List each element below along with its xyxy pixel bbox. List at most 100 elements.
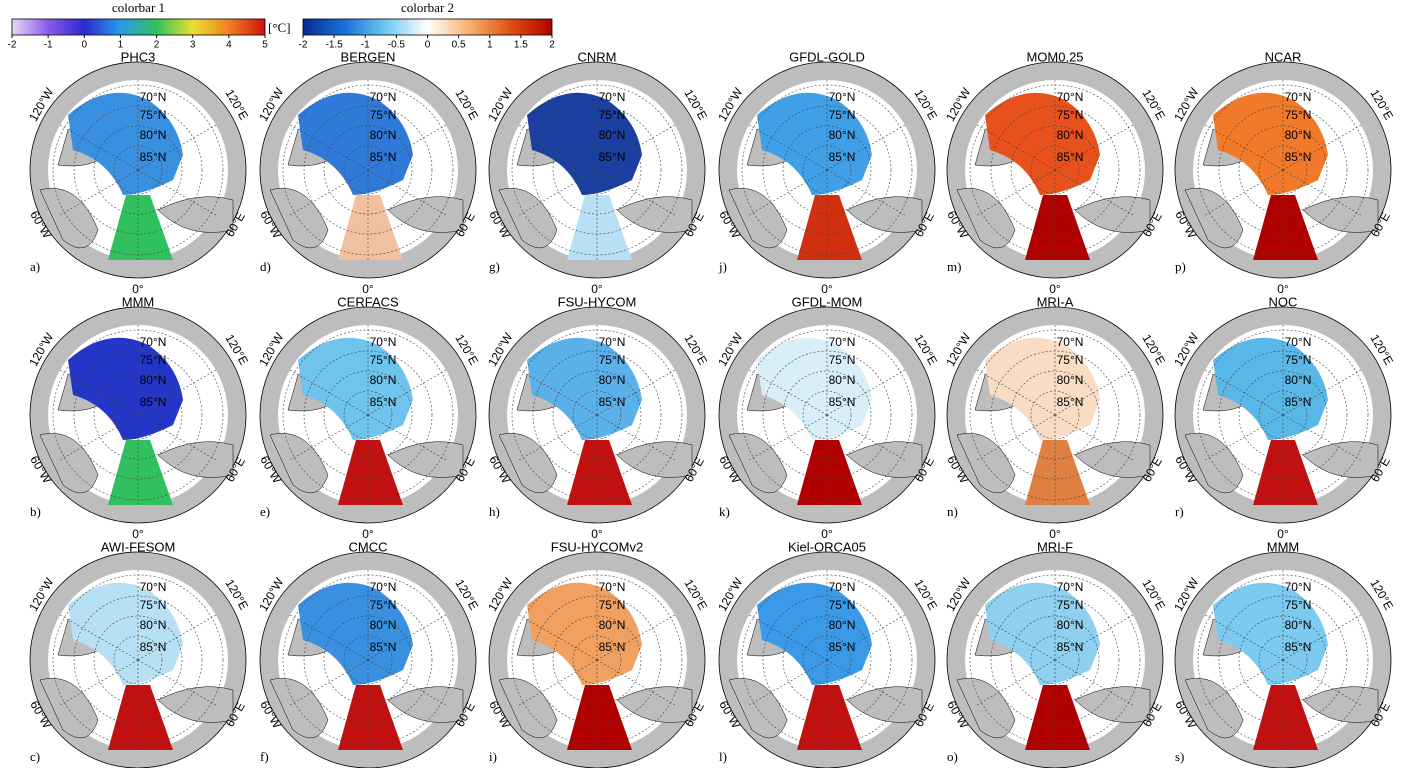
latitude-label: 75°N bbox=[1285, 598, 1312, 612]
meridian bbox=[137, 369, 217, 416]
latitude-label: 85°N bbox=[829, 395, 856, 409]
meridian bbox=[1282, 369, 1362, 416]
latitude-label: 80°N bbox=[370, 618, 397, 632]
colorbar-title: colorbar 2 bbox=[401, 0, 454, 15]
panel-title: NCAR bbox=[1265, 49, 1302, 64]
longitude-label: 0° bbox=[132, 282, 144, 296]
panel-letter: b) bbox=[30, 504, 41, 519]
colorbar-tick-label: -2 bbox=[299, 40, 308, 51]
arctic-field bbox=[985, 92, 1100, 195]
colorbar bbox=[302, 18, 553, 36]
arctic-field bbox=[298, 582, 413, 685]
latitude-label: 80°N bbox=[1057, 128, 1084, 142]
longitude-label: 0° bbox=[821, 527, 833, 541]
arctic-field bbox=[1213, 337, 1328, 440]
meridian bbox=[826, 369, 906, 416]
meridian bbox=[1282, 659, 1362, 706]
longitude-label: 0° bbox=[1277, 282, 1289, 296]
latitude-label: 75°N bbox=[829, 353, 856, 367]
colorbar-tick-label: 4 bbox=[226, 40, 232, 51]
latitude-label: 75°N bbox=[1285, 108, 1312, 122]
panel-title: Kiel-ORCA05 bbox=[788, 539, 866, 554]
arctic-field bbox=[1213, 582, 1328, 685]
meridian bbox=[289, 659, 369, 706]
panel-letter: e) bbox=[260, 504, 270, 519]
latitude-label: 70°N bbox=[370, 580, 397, 594]
latitude-label: 70°N bbox=[370, 90, 397, 104]
latitude-label: 85°N bbox=[1285, 395, 1312, 409]
latitude-label: 80°N bbox=[829, 618, 856, 632]
meridian bbox=[976, 659, 1056, 706]
arctic-field bbox=[985, 582, 1100, 685]
colorbar-tick-label: 1 bbox=[487, 40, 493, 51]
arctic-field bbox=[527, 337, 642, 440]
colorbar-tick-label: -1 bbox=[44, 40, 53, 51]
meridian bbox=[748, 124, 828, 171]
panel-title: BERGEN bbox=[341, 49, 396, 64]
panel-title: MMM bbox=[122, 294, 155, 309]
latitude-label: 85°N bbox=[1057, 150, 1084, 164]
meridian bbox=[826, 659, 906, 706]
atlantic-field bbox=[567, 685, 632, 750]
latitude-label: 80°N bbox=[1057, 373, 1084, 387]
meridian bbox=[1054, 369, 1134, 416]
panel-title: GFDL-GOLD bbox=[789, 49, 865, 64]
latitude-label: 80°N bbox=[1285, 373, 1312, 387]
meridian bbox=[596, 414, 676, 461]
arctic-field bbox=[757, 92, 872, 195]
map-panel: CMCC70°N75°N80°N85°N120°W120°E60°W60°E0°… bbox=[256, 539, 481, 768]
meridian bbox=[1054, 614, 1134, 661]
meridian bbox=[59, 169, 139, 216]
meridian bbox=[59, 414, 139, 461]
panel-letter: o) bbox=[947, 749, 958, 764]
atlantic-field bbox=[1253, 440, 1318, 505]
latitude-label: 70°N bbox=[140, 90, 167, 104]
panel-letter: i) bbox=[489, 749, 497, 764]
meridian bbox=[1054, 659, 1134, 706]
meridian bbox=[748, 169, 828, 216]
meridian bbox=[59, 124, 139, 171]
latitude-label: 80°N bbox=[1285, 128, 1312, 142]
atlantic-field bbox=[338, 440, 403, 505]
latitude-label: 85°N bbox=[370, 640, 397, 654]
panel-letter: d) bbox=[260, 259, 271, 274]
colorbar-tick-label: 1 bbox=[118, 40, 124, 51]
arctic-field bbox=[68, 92, 183, 195]
longitude-label: 0° bbox=[591, 282, 603, 296]
meridian bbox=[137, 124, 217, 171]
panel-letter: k) bbox=[719, 504, 730, 519]
latitude-label: 70°N bbox=[829, 335, 856, 349]
longitude-label: 0° bbox=[362, 282, 374, 296]
meridian bbox=[1204, 414, 1284, 461]
atlantic-field bbox=[567, 440, 632, 505]
meridian bbox=[59, 369, 139, 416]
latitude-label: 75°N bbox=[599, 353, 626, 367]
latitude-label: 70°N bbox=[1057, 90, 1084, 104]
longitude-label: 0° bbox=[1049, 527, 1061, 541]
colorbar-tick-label: 2 bbox=[154, 40, 160, 51]
meridian bbox=[1204, 659, 1284, 706]
panel-letter: n) bbox=[947, 504, 958, 519]
latitude-label: 70°N bbox=[599, 335, 626, 349]
meridian bbox=[289, 169, 369, 216]
atlantic-field bbox=[797, 685, 862, 750]
meridian bbox=[137, 414, 217, 461]
latitude-label: 80°N bbox=[370, 373, 397, 387]
longitude-label: 0° bbox=[362, 527, 374, 541]
meridian bbox=[518, 659, 598, 706]
panel-title: FSU-HYCOM bbox=[558, 294, 637, 309]
map-panel: MRI-F70°N75°N80°N85°N120°W120°E60°W60°E0… bbox=[943, 539, 1168, 768]
meridian bbox=[1054, 414, 1134, 461]
latitude-label: 75°N bbox=[1057, 353, 1084, 367]
meridian bbox=[137, 614, 217, 661]
latitude-label: 75°N bbox=[140, 598, 167, 612]
panel-title: MMM bbox=[1267, 539, 1300, 554]
panel-letter: g) bbox=[489, 259, 500, 274]
panel-letter: p) bbox=[1175, 259, 1186, 274]
longitude-label: 0° bbox=[1277, 527, 1289, 541]
